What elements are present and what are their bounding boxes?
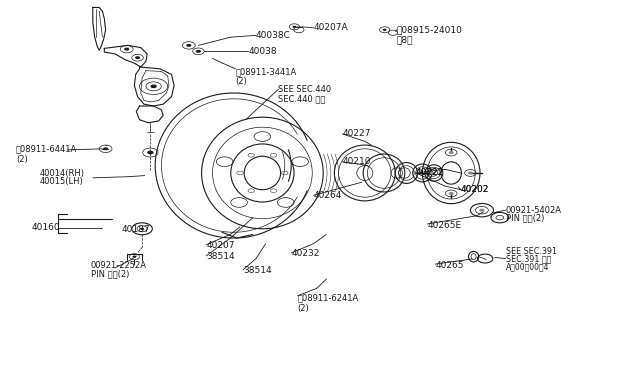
Text: (2): (2) — [236, 77, 247, 86]
Text: SEE SEC.440: SEE SEC.440 — [278, 85, 332, 94]
Circle shape — [147, 151, 154, 154]
Circle shape — [132, 256, 136, 258]
Circle shape — [150, 84, 157, 88]
Text: PIN ピン(2): PIN ピン(2) — [91, 270, 129, 279]
Text: SEE SEC.391: SEE SEC.391 — [506, 247, 557, 256]
Circle shape — [449, 192, 454, 195]
Circle shape — [449, 151, 454, 154]
Text: 40187: 40187 — [122, 225, 150, 234]
Circle shape — [124, 48, 129, 51]
Text: 38514: 38514 — [243, 266, 272, 275]
Circle shape — [479, 209, 484, 212]
Text: Ⓝ08911-6241A: Ⓝ08911-6241A — [298, 294, 359, 303]
Text: 40207A: 40207A — [314, 23, 348, 32]
Circle shape — [292, 26, 296, 28]
Circle shape — [140, 228, 144, 230]
Circle shape — [196, 50, 201, 53]
Text: 40265E: 40265E — [428, 221, 461, 230]
Text: 40160: 40160 — [32, 223, 61, 232]
Circle shape — [429, 171, 435, 174]
Text: Ⓥ08915-24010: Ⓥ08915-24010 — [397, 25, 463, 34]
Text: 40227: 40227 — [342, 129, 371, 138]
Circle shape — [135, 56, 140, 59]
Text: Ⓝ08911-6441A: Ⓝ08911-6441A — [16, 144, 77, 153]
Text: 40264: 40264 — [314, 191, 342, 200]
Text: 40015(LH): 40015(LH) — [40, 177, 83, 186]
Text: PIN ピン(2): PIN ピン(2) — [506, 213, 544, 222]
Text: 40265: 40265 — [435, 262, 464, 270]
Text: 00921-2252A: 00921-2252A — [91, 262, 147, 270]
Text: 40207: 40207 — [206, 241, 235, 250]
Text: 40222: 40222 — [416, 169, 444, 177]
Text: 40202: 40202 — [461, 185, 489, 194]
Circle shape — [186, 44, 191, 47]
Text: 40014(RH): 40014(RH) — [40, 169, 84, 178]
Text: Ⓝ08911-3441A: Ⓝ08911-3441A — [236, 67, 297, 76]
Circle shape — [468, 171, 473, 174]
Text: 40038: 40038 — [248, 47, 277, 56]
Text: 00921-5402A: 00921-5402A — [506, 206, 562, 215]
Text: 40232: 40232 — [291, 249, 319, 258]
Text: A・00＊00・4: A・00＊00・4 — [506, 263, 549, 272]
Text: 40222: 40222 — [416, 169, 444, 177]
Text: 40202: 40202 — [461, 185, 489, 194]
Text: SEC.440 参照: SEC.440 参照 — [278, 94, 326, 103]
Circle shape — [103, 147, 108, 150]
Text: 38514: 38514 — [206, 252, 235, 261]
Text: (2): (2) — [16, 155, 28, 164]
Text: 40210: 40210 — [342, 157, 371, 166]
Text: SEC.391 参照: SEC.391 参照 — [506, 254, 551, 263]
Text: 40038C: 40038C — [256, 31, 291, 40]
Text: (2): (2) — [298, 304, 309, 313]
Text: 〈8〉: 〈8〉 — [397, 36, 413, 45]
Circle shape — [383, 29, 387, 31]
